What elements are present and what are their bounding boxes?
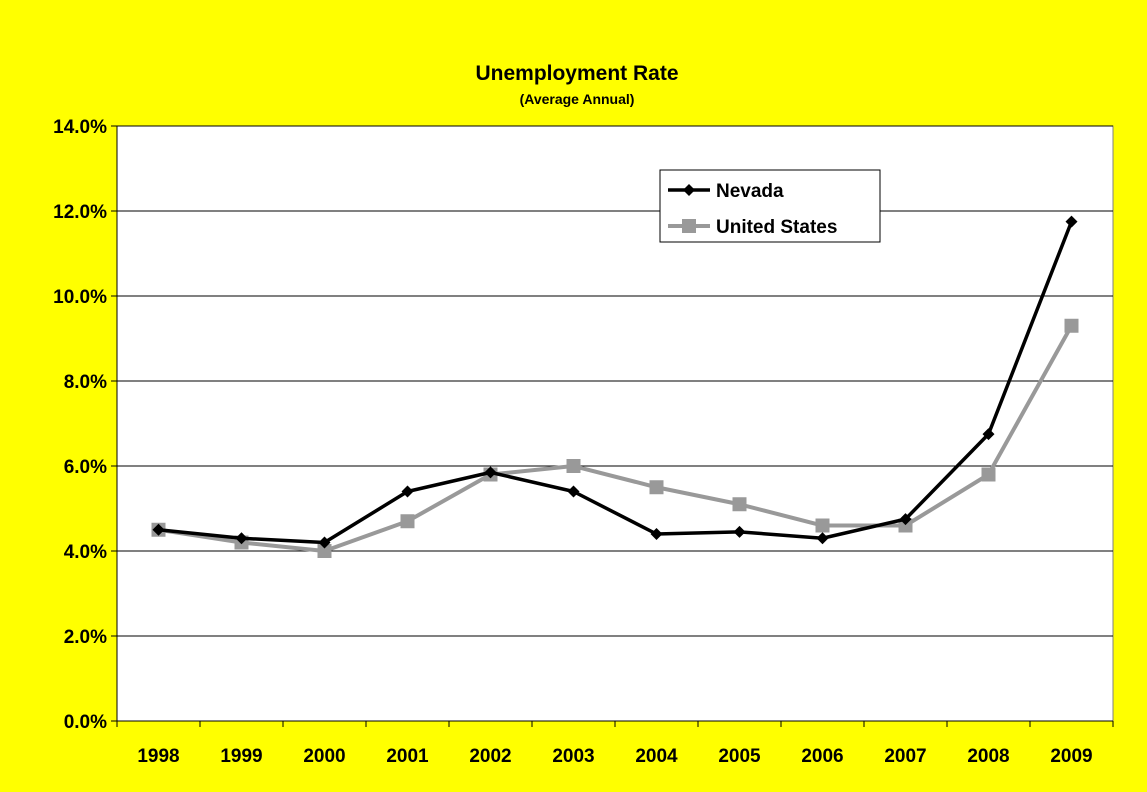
series-nevada — [152, 215, 1078, 549]
x-tick-label: 2009 — [1050, 746, 1092, 767]
data-point — [899, 513, 912, 526]
y-axis-tick-labels: 0.0% 2.0% 4.0% 6.0% 8.0% 10.0% 12.0% 14.0% — [53, 117, 107, 733]
x-tick-label: 1998 — [137, 746, 179, 767]
data-point — [1064, 318, 1079, 333]
data-point — [732, 497, 747, 512]
x-tick-label: 2000 — [303, 746, 345, 767]
y-tick-label: 0.0% — [64, 712, 107, 733]
x-tick-label: 2005 — [718, 746, 761, 767]
series-line — [158, 324, 1074, 553]
legend-box — [659, 169, 881, 243]
data-point — [317, 544, 332, 558]
data-point — [649, 480, 664, 495]
x-tick-label: 2007 — [884, 746, 926, 767]
data-point — [733, 525, 746, 538]
data-point — [401, 485, 414, 498]
data-point — [235, 532, 248, 545]
legend-item: United States — [668, 217, 837, 238]
data-point — [982, 428, 995, 441]
legend-marker — [683, 184, 695, 196]
y-tick-label: 8.0% — [64, 372, 107, 393]
x-tick-label: 2001 — [386, 746, 429, 767]
x-axis-tick-labels: 1998 1999 2000 2001 2002 2003 2004 2005 2006 2007… — [137, 746, 1092, 767]
data-point — [650, 528, 663, 540]
data-point — [567, 485, 580, 498]
data-point — [815, 518, 830, 533]
chart-subtitle: (Average Annual) — [520, 91, 635, 107]
legend-label: Nevada — [716, 181, 784, 202]
data-point — [816, 532, 829, 545]
y-tick-label: 2.0% — [64, 627, 107, 648]
legend-marker — [682, 219, 696, 233]
data-point — [400, 514, 415, 529]
data-point — [566, 459, 581, 473]
data-point — [484, 466, 497, 479]
series-line — [158, 220, 1074, 545]
data-point — [1065, 215, 1078, 228]
legend-item: Nevada — [668, 181, 784, 202]
data-point — [898, 518, 913, 533]
x-tick-label: 2008 — [967, 746, 1009, 767]
y-tick-label: 4.0% — [64, 542, 107, 563]
axes — [111, 125, 1114, 727]
x-tick-label: 2003 — [552, 746, 594, 767]
legend-label: United States — [716, 217, 837, 238]
data-point — [981, 467, 996, 482]
y-tick-label: 10.0% — [53, 287, 107, 308]
x-tick-label: 1999 — [220, 746, 262, 767]
plot-area — [116, 125, 1114, 722]
y-tick-label: 6.0% — [64, 457, 107, 478]
x-tick-label: 2002 — [469, 746, 511, 767]
grid-lines — [117, 125, 1113, 637]
data-series — [151, 215, 1079, 558]
legend: Nevada United States — [659, 169, 881, 243]
x-tick-label: 2004 — [635, 746, 678, 767]
data-point — [318, 536, 331, 549]
y-tick-label: 14.0% — [53, 117, 107, 138]
data-point — [152, 523, 165, 536]
chart-title: Unemployment Rate — [475, 62, 678, 85]
x-tick-label: 2006 — [801, 746, 843, 767]
y-tick-label: 12.0% — [53, 202, 107, 223]
